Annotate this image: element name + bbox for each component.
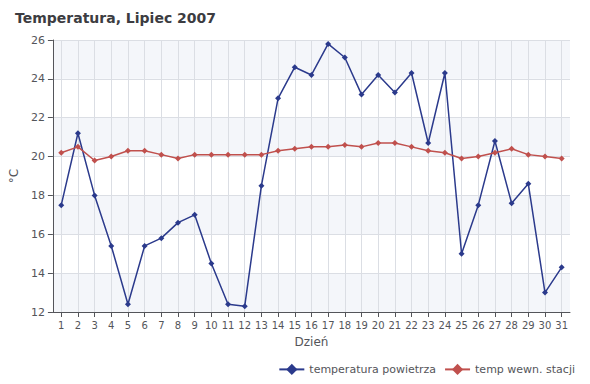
svg-text:12: 12 [31, 306, 45, 319]
svg-text:20: 20 [31, 150, 45, 163]
svg-text:23: 23 [422, 320, 435, 331]
svg-text:20: 20 [372, 320, 385, 331]
svg-text:28: 28 [505, 320, 518, 331]
svg-text:16: 16 [31, 228, 45, 241]
svg-text:14: 14 [31, 267, 45, 280]
svg-text:22: 22 [405, 320, 418, 331]
svg-text:Temperatura, Lipiec 2007: Temperatura, Lipiec 2007 [15, 10, 216, 26]
svg-text:Dzień: Dzień [295, 335, 329, 349]
svg-text:15: 15 [288, 320, 301, 331]
svg-text:24: 24 [439, 320, 452, 331]
svg-text:4: 4 [108, 320, 114, 331]
svg-text:24: 24 [31, 72, 45, 85]
svg-text:8: 8 [175, 320, 181, 331]
svg-text:temperatura powietrza: temperatura powietrza [309, 363, 436, 376]
svg-text:18: 18 [31, 189, 45, 202]
svg-text:31: 31 [555, 320, 568, 331]
svg-text:°C: °C [7, 169, 21, 183]
svg-text:12: 12 [238, 320, 251, 331]
svg-text:14: 14 [272, 320, 285, 331]
svg-text:19: 19 [355, 320, 368, 331]
svg-text:3: 3 [91, 320, 97, 331]
svg-text:26: 26 [31, 34, 45, 47]
svg-text:17: 17 [322, 320, 335, 331]
svg-text:25: 25 [455, 320, 468, 331]
svg-text:30: 30 [539, 320, 552, 331]
svg-text:18: 18 [338, 320, 351, 331]
svg-text:temp wewn. stacji: temp wewn. stacji [475, 363, 575, 376]
svg-text:6: 6 [141, 320, 147, 331]
svg-text:10: 10 [205, 320, 218, 331]
svg-text:26: 26 [472, 320, 485, 331]
svg-text:7: 7 [158, 320, 164, 331]
svg-text:13: 13 [255, 320, 268, 331]
svg-text:27: 27 [489, 320, 502, 331]
svg-text:22: 22 [31, 111, 45, 124]
svg-text:2: 2 [75, 320, 81, 331]
svg-text:5: 5 [125, 320, 131, 331]
svg-text:21: 21 [388, 320, 401, 331]
svg-text:9: 9 [191, 320, 197, 331]
svg-text:16: 16 [305, 320, 318, 331]
svg-text:29: 29 [522, 320, 535, 331]
svg-text:1: 1 [58, 320, 64, 331]
svg-text:11: 11 [222, 320, 235, 331]
